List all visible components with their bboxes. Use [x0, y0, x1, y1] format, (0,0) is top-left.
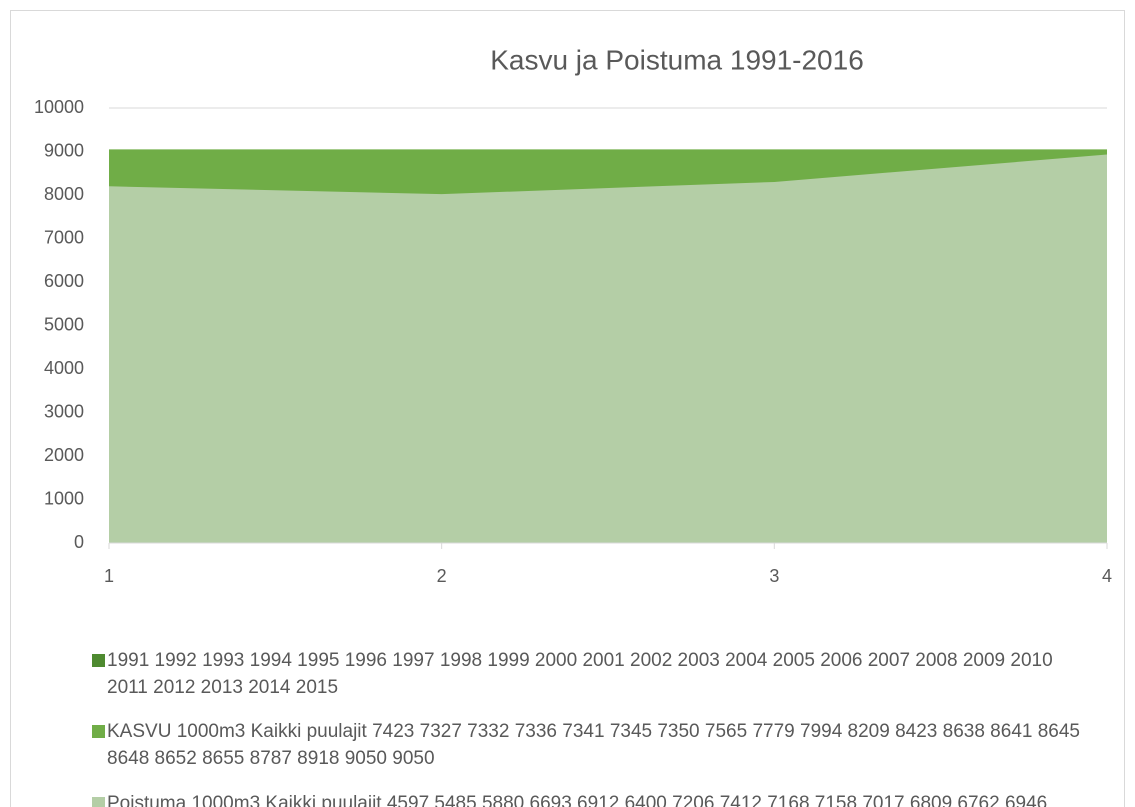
y-tick-label: 1000 [44, 488, 84, 508]
y-tick-label: 7000 [44, 227, 84, 247]
x-tick-label: 4 [1102, 566, 1112, 586]
legend-item: KASVU 1000m3 Kaikki puulajit 7423 7327 7… [92, 718, 1092, 772]
y-tick-label: 0 [74, 532, 84, 552]
x-tick-label: 2 [437, 566, 447, 586]
x-tick-label: 3 [769, 566, 779, 586]
legend-item: Poistuma 1000m3 Kaikki puulajit 4597 548… [92, 790, 1092, 807]
chart-border [10, 10, 1125, 807]
legend-item: 1991 1992 1993 1994 1995 1996 1997 1998 … [92, 647, 1092, 701]
legend-label: KASVU 1000m3 Kaikki puulajit 7423 7327 7… [107, 721, 1080, 769]
chart-title: Kasvu ja Poistuma 1991-2016 [490, 44, 864, 75]
area [109, 154, 1107, 544]
y-tick-label: 8000 [44, 184, 84, 204]
legend-label: 1991 1992 1993 1994 1995 1996 1997 1998 … [107, 650, 1053, 698]
y-tick-label: 2000 [44, 445, 84, 465]
x-tick-label: 1 [104, 566, 114, 586]
y-tick-label: 4000 [44, 358, 84, 378]
legend-swatch [92, 654, 105, 667]
y-tick-label: 3000 [44, 401, 84, 421]
y-tick-label: 5000 [44, 314, 84, 334]
legend-swatch [92, 797, 105, 807]
legend-swatch [92, 725, 105, 738]
legend-label: Poistuma 1000m3 Kaikki puulajit 4597 548… [107, 793, 1048, 807]
y-tick-label: 10000 [34, 97, 84, 117]
y-tick-label: 6000 [44, 271, 84, 291]
y-tick-label: 9000 [44, 140, 84, 160]
